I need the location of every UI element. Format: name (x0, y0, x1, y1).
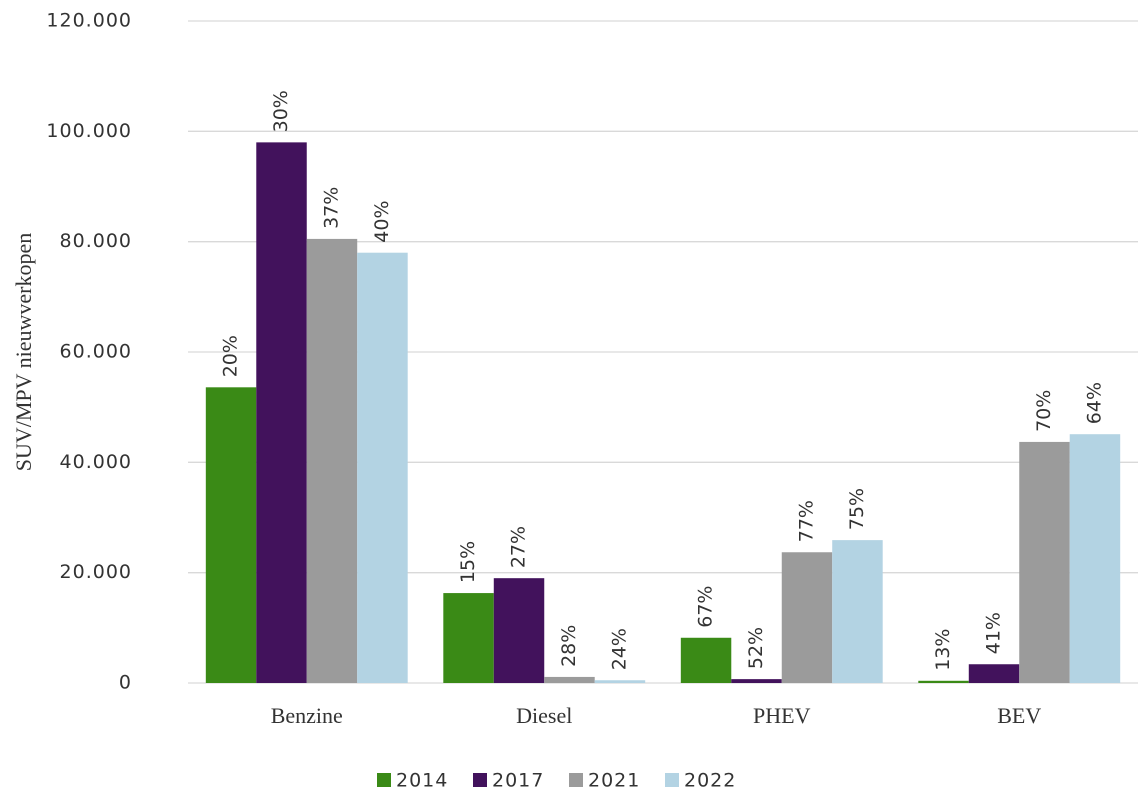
data-label: 30% (270, 90, 292, 132)
bar (493, 578, 545, 683)
bar (594, 680, 646, 683)
y-tick-label: 60.000 (60, 341, 132, 363)
bar (968, 664, 1020, 683)
x-tick-label: Benzine (271, 703, 343, 728)
data-label: 40% (371, 200, 393, 242)
legend-swatch (569, 773, 583, 787)
data-label: 67% (695, 586, 717, 628)
y-tick-label: 100.000 (46, 120, 132, 142)
legend-label: 2017 (492, 770, 544, 792)
bar (357, 252, 408, 683)
bar (443, 593, 494, 683)
bar (781, 552, 833, 683)
bar (1019, 441, 1070, 683)
bar (544, 676, 595, 683)
bar (731, 679, 782, 683)
bar (1069, 434, 1121, 683)
data-label: 27% (508, 526, 530, 568)
bar (306, 238, 358, 684)
bar (832, 540, 883, 683)
data-label: 75% (846, 488, 868, 530)
x-tick-label: Diesel (516, 703, 572, 728)
y-tick-label: 120.000 (46, 10, 132, 32)
data-label: 64% (1083, 382, 1105, 424)
y-tick-label: 20.000 (60, 561, 132, 583)
legend-swatch (473, 773, 487, 787)
bar (918, 680, 969, 683)
legend-label: 2021 (588, 770, 640, 792)
y-tick-label: 80.000 (60, 230, 132, 252)
bar (256, 142, 307, 683)
data-label: 52% (745, 627, 767, 669)
data-label: 41% (983, 612, 1005, 654)
y-tick-label: 40.000 (60, 451, 132, 473)
bar (205, 387, 257, 683)
y-axis-label: SUV/MPV nieuwverkopen (11, 233, 36, 472)
data-label: 37% (320, 187, 342, 229)
y-tick-label: 0 (119, 672, 132, 694)
legend-label: 2022 (684, 770, 736, 792)
data-label: 24% (608, 628, 630, 670)
data-label: 15% (457, 541, 479, 583)
x-tick-label: PHEV (753, 703, 811, 728)
x-tick-label: BEV (997, 703, 1041, 728)
legend-swatch (665, 773, 679, 787)
legend-label: 2014 (396, 770, 448, 792)
data-label: 20% (220, 335, 242, 377)
data-label: 28% (558, 625, 580, 667)
bar (680, 637, 732, 683)
legend-swatch (377, 773, 391, 787)
data-label: 77% (795, 500, 817, 542)
data-label: 70% (1033, 390, 1055, 432)
data-label: 13% (932, 629, 954, 671)
